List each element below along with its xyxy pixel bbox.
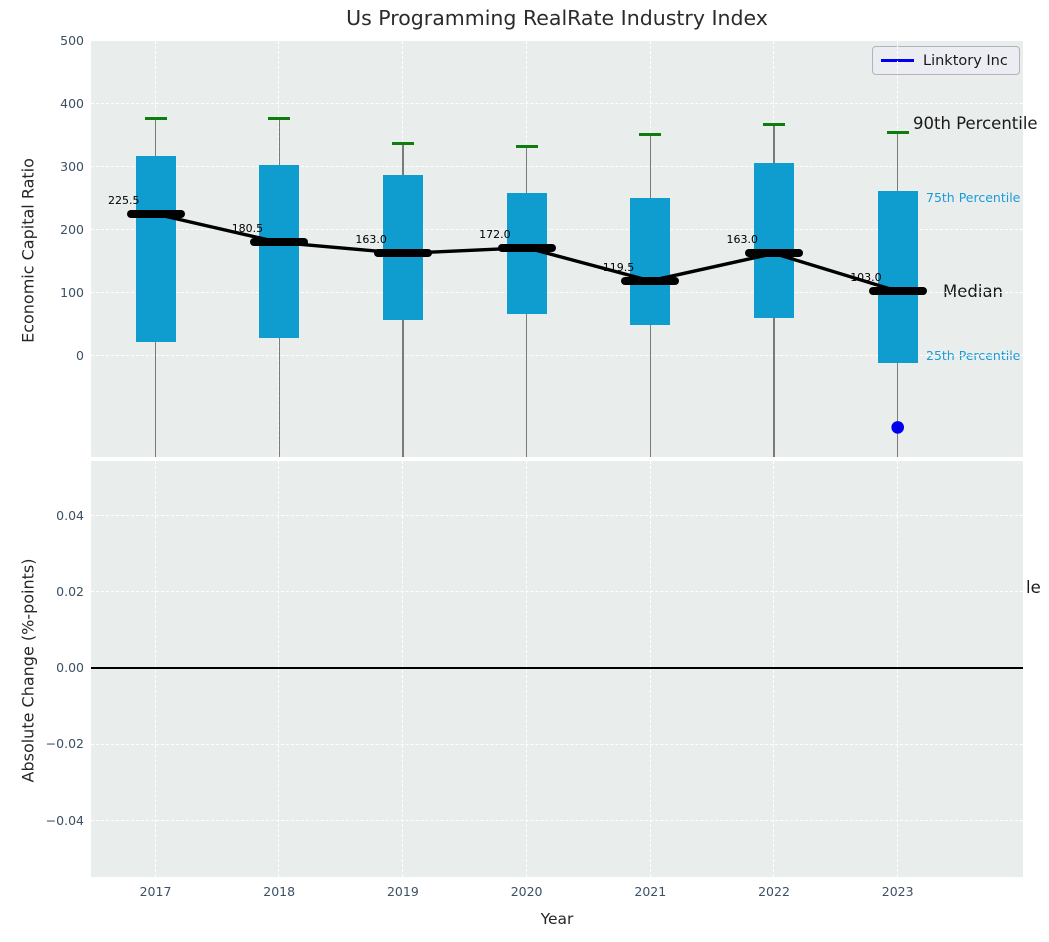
top-gridline-h: [91, 103, 1023, 105]
iqr-box: [382, 174, 423, 321]
top-y-tick-label: 400: [60, 96, 84, 112]
p90-cap: [515, 145, 538, 149]
median-segment: [373, 249, 432, 258]
annotation-clipped: le: [1026, 578, 1041, 597]
top-gridline-h: [91, 166, 1023, 168]
x-tick-label: 2020: [510, 884, 543, 899]
bottom-y-tick-label: −0.02: [45, 736, 84, 752]
zero-line: [91, 667, 1023, 669]
median-segment: [250, 238, 309, 247]
p90-cap: [391, 141, 414, 145]
bottom-gridline-h: [91, 514, 1023, 516]
median-segment: [497, 243, 556, 252]
bottom-axes: [91, 461, 1023, 877]
median-value-label: 163.0: [355, 233, 387, 247]
x-tick-label: 2023: [881, 884, 914, 899]
iqr-box: [506, 192, 547, 314]
iqr-box: [630, 197, 671, 326]
top-gridline-h: [91, 292, 1023, 294]
x-tick-label: 2021: [634, 884, 667, 899]
bottom-y-tick-label: 0.00: [56, 660, 84, 676]
median-value-label: 225.5: [108, 194, 140, 208]
bottom-gridline-v: [896, 461, 898, 877]
p90-cap: [886, 130, 909, 134]
legend: Linktory Inc: [872, 46, 1020, 75]
bottom-gridline-v: [278, 461, 280, 877]
bottom-gridline-h: [91, 591, 1023, 593]
iqr-box: [877, 191, 918, 364]
bottom-y-tick-label: −0.04: [45, 812, 84, 828]
top-gridline-h: [91, 355, 1023, 357]
p90-cap: [268, 117, 291, 121]
top-y-tick-label: 200: [60, 222, 84, 238]
iqr-box: [259, 164, 300, 339]
top-y-tick-label: 500: [60, 33, 84, 48]
annotation-median: Median: [943, 282, 1004, 301]
top-y-tick-label: 100: [60, 285, 84, 301]
bottom-gridline-v: [649, 461, 651, 877]
median-value-label: 180.5: [231, 222, 264, 236]
iqr-box: [135, 156, 176, 343]
median-value-label: 103.0: [850, 271, 882, 285]
median-segment: [745, 249, 803, 258]
bottom-gridline-h: [91, 743, 1023, 745]
annotation-90th-percentile: 90th Percentile: [913, 114, 1038, 133]
iqr-box: [754, 162, 794, 318]
median-segment: [621, 276, 680, 285]
chart-title: Us Programming RealRate Industry Index: [346, 6, 768, 30]
x-tick-label: 2018: [263, 884, 296, 899]
p90-cap: [144, 117, 167, 121]
median-value-label: 163.0: [726, 233, 759, 247]
bottom-gridline-h: [91, 819, 1023, 821]
median-value-label: 172.0: [479, 227, 511, 241]
annotation-75th-percentile: 75th Percentile: [926, 190, 1021, 205]
median-segment: [868, 287, 927, 296]
bottom-y-tick-label: 0.04: [56, 507, 84, 523]
p90-cap: [763, 122, 785, 126]
x-tick-label: 2017: [139, 884, 172, 899]
bottom-y-tick-label: 0.02: [56, 583, 84, 599]
p90-cap: [639, 133, 662, 137]
median-segment: [126, 210, 185, 219]
median-value-label: 119.5: [602, 260, 635, 274]
bottom-gridline-v: [402, 461, 404, 877]
top-gridline-h: [91, 40, 1023, 42]
bottom-gridline-v: [525, 461, 527, 877]
x-axis-label: Year: [540, 910, 574, 928]
x-tick-label: 2019: [386, 884, 419, 899]
x-tick-label: 2022: [758, 884, 790, 899]
bottom-gridline-v: [773, 461, 775, 877]
top-y-axis-label: Economic Capital Ratio: [18, 158, 38, 343]
bottom-gridline-v: [154, 461, 156, 877]
top-y-tick-label: 0: [76, 348, 84, 364]
top-y-tick-label: 300: [60, 159, 84, 175]
legend-label: Linktory Inc: [923, 52, 1008, 69]
